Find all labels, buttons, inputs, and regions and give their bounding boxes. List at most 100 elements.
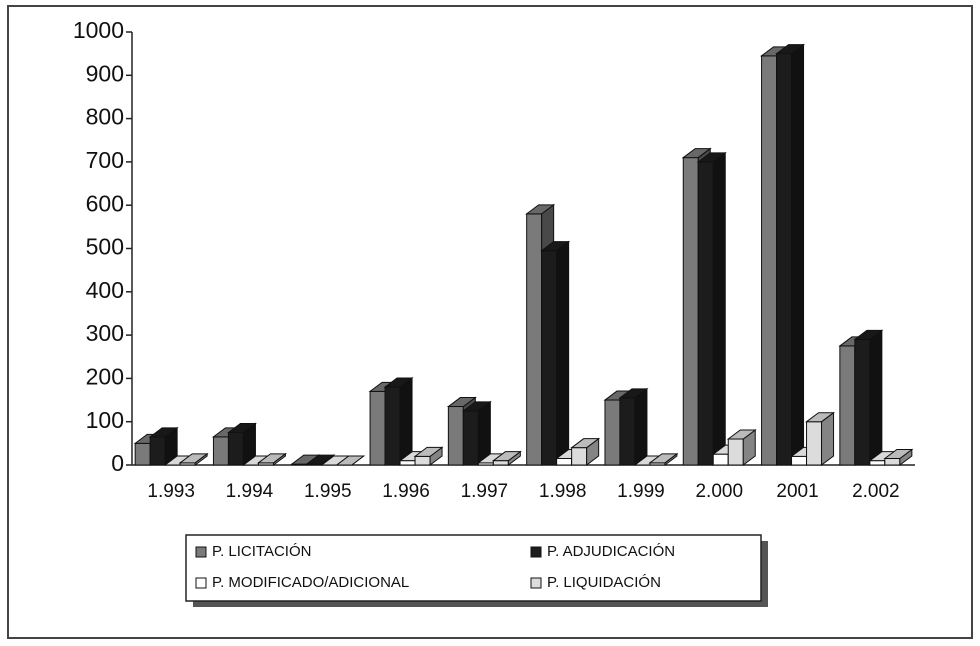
- bar-front: [697, 161, 714, 466]
- bar: [461, 400, 492, 466]
- y-tick-label: 800: [86, 104, 124, 130]
- bar-front: [791, 455, 808, 466]
- bar-front: [414, 455, 431, 466]
- bar: [226, 422, 257, 466]
- x-tick-label: 2.000: [695, 481, 743, 502]
- bar-front: [526, 213, 543, 466]
- bar-side: [634, 387, 648, 466]
- bar-front: [869, 460, 886, 466]
- bar-top: [570, 438, 601, 449]
- bar: [883, 448, 914, 466]
- bar-front: [212, 436, 229, 466]
- bar-side: [712, 151, 726, 466]
- bar-front: [399, 460, 416, 466]
- bar: [570, 437, 601, 466]
- x-tick-label: 2.002: [852, 481, 900, 502]
- bar: [148, 426, 179, 466]
- bar-top: [178, 453, 209, 464]
- bar-top: [461, 401, 492, 412]
- bar: [256, 452, 287, 466]
- y-tick-label: 300: [86, 320, 124, 346]
- bar-top: [226, 423, 257, 434]
- bar-top: [256, 453, 287, 464]
- bar-front: [619, 397, 636, 466]
- bar-top: [446, 397, 477, 408]
- x-tick-label: 1.997: [461, 481, 509, 502]
- legend-swatch: [195, 577, 207, 589]
- frame: [7, 5, 973, 639]
- y-tick-label: 900: [86, 60, 124, 86]
- x-tick-label: 1.999: [617, 481, 665, 502]
- bar: [540, 240, 571, 466]
- bar-side: [399, 377, 413, 466]
- bar-front: [884, 458, 901, 466]
- x-tick-label: 1.995: [304, 481, 352, 502]
- bar-top: [618, 388, 649, 399]
- x-tick-label: 2001: [776, 481, 818, 502]
- bar: [805, 411, 836, 466]
- y-tick-label: 0: [111, 450, 124, 476]
- legend-box: [185, 534, 762, 602]
- bar-top: [383, 377, 414, 388]
- bar-top: [305, 454, 336, 465]
- y-tick-label: 1000: [73, 17, 124, 43]
- x-tick-label: 1.993: [147, 481, 195, 502]
- bar-top: [853, 329, 884, 340]
- legend-swatch: [195, 546, 207, 558]
- bar: [383, 377, 414, 466]
- bar-side: [556, 240, 570, 466]
- bar-front: [604, 399, 621, 466]
- bar-top: [525, 204, 556, 215]
- legend-label: P. LIQUIDACIÓN: [547, 574, 661, 591]
- bar-top: [648, 453, 679, 464]
- bar: [726, 429, 757, 466]
- bar-top: [696, 152, 727, 163]
- x-tick-label: 1.996: [382, 481, 430, 502]
- bar-top: [681, 148, 712, 159]
- bar-front: [149, 436, 166, 466]
- bar-front: [541, 250, 558, 466]
- legend-swatch: [530, 546, 542, 558]
- legend-label: P. LICITACIÓN: [212, 543, 311, 560]
- bar-top: [148, 427, 179, 438]
- bar-front: [462, 410, 479, 466]
- bar-front: [571, 447, 588, 466]
- legend-label: P. ADJUDICACIÓN: [547, 543, 675, 560]
- bar-front: [776, 53, 793, 466]
- bar-front: [806, 421, 823, 466]
- legend-swatch: [530, 577, 542, 589]
- bar: [696, 151, 727, 466]
- y-tick-label: 500: [86, 234, 124, 260]
- bar-top: [805, 412, 836, 423]
- y-tick-label: 100: [86, 407, 124, 433]
- bar-front: [727, 438, 744, 466]
- bar-top: [775, 44, 806, 55]
- bar: [648, 452, 679, 466]
- y-tick-label: 600: [86, 190, 124, 216]
- bar-front: [854, 338, 871, 466]
- bar-front: [556, 458, 573, 466]
- bar-top: [335, 455, 366, 466]
- bar: [491, 450, 522, 467]
- bar-front: [369, 390, 386, 466]
- bar-front: [761, 55, 778, 466]
- bar-front: [492, 460, 509, 466]
- legend-label: P. MODIFICADO/ADICIONAL: [212, 574, 409, 591]
- bar: [853, 329, 884, 466]
- bar-top: [883, 449, 914, 460]
- bar: [335, 455, 366, 466]
- bar-front: [447, 406, 464, 466]
- bar-top: [413, 446, 444, 457]
- bar-side: [869, 329, 883, 466]
- bar-front: [384, 386, 401, 466]
- bar: [413, 446, 444, 466]
- bar-top: [540, 241, 571, 252]
- bar-top: [491, 451, 522, 462]
- y-tick-label: 400: [86, 277, 124, 303]
- x-tick-label: 1.998: [539, 481, 587, 502]
- bar-front: [682, 157, 699, 466]
- bar: [178, 452, 209, 466]
- x-tick-label: 1.994: [226, 481, 274, 502]
- y-tick-label: 200: [86, 363, 124, 389]
- bar-front: [839, 345, 856, 466]
